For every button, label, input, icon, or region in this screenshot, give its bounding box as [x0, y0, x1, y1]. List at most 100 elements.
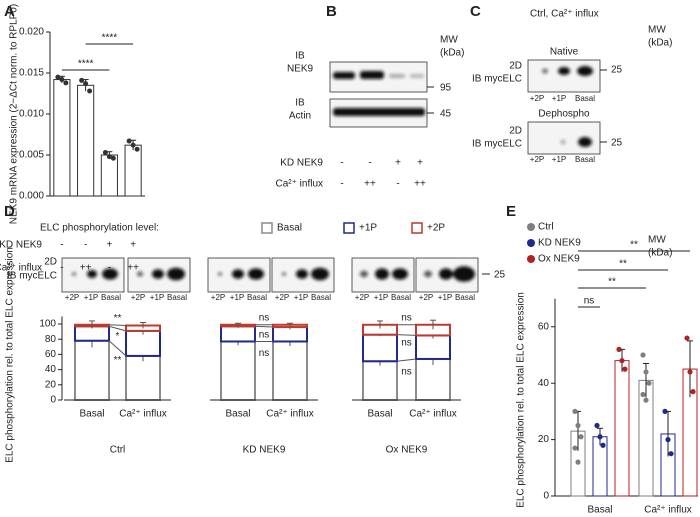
- spot: [392, 268, 408, 280]
- blot-spots: [282, 267, 329, 281]
- x-tick-label: Basal: [587, 505, 612, 516]
- group-label: Ox NEK9: [386, 445, 428, 456]
- probe-label: NEK9: [287, 64, 314, 75]
- significance: **: [114, 355, 122, 366]
- x-tick-label: Ca²⁺ influx: [644, 505, 692, 516]
- legend-title: ELC phosphorylation level:: [40, 223, 159, 234]
- blot-spots: [360, 268, 408, 280]
- blot-spots: [137, 267, 185, 281]
- spot: [232, 269, 244, 279]
- probe-label: IB mycELC: [472, 139, 522, 150]
- significance: ns: [259, 348, 270, 359]
- legend-swatch: [411, 222, 423, 234]
- probe-label: 2D: [44, 257, 57, 268]
- significance: **: [114, 313, 122, 324]
- bar: [77, 84, 95, 197]
- lane-label: +1P: [294, 293, 308, 302]
- x-tick-label: Ca²⁺ influx: [119, 409, 167, 420]
- data-point: [662, 408, 668, 414]
- connector: [108, 324, 127, 327]
- panel-letter: A: [4, 3, 15, 20]
- condition-label: Dephospho: [538, 109, 590, 120]
- data-point: [594, 422, 600, 429]
- lane-label: +1P: [438, 293, 452, 302]
- legend-marker: [527, 223, 535, 231]
- panel-title: Ctrl, Ca²⁺ influx: [530, 9, 599, 20]
- spot: [282, 272, 286, 276]
- panel-letter: D: [4, 203, 15, 220]
- data-point: [83, 81, 89, 87]
- y-tick-label: 100: [39, 319, 56, 330]
- legend-label: +1P: [359, 223, 377, 234]
- marker-label: 25: [494, 270, 506, 281]
- legend-swatch: [343, 222, 355, 234]
- lane-label: +1P: [552, 94, 566, 103]
- data-point: [690, 389, 696, 395]
- marker-label: 95: [440, 83, 452, 94]
- row-value: -: [396, 179, 399, 190]
- data-point: [640, 391, 646, 398]
- data-point: [79, 77, 85, 83]
- mw-label: (kDa): [440, 48, 464, 59]
- significance: ****: [102, 33, 118, 44]
- significance: ****: [78, 59, 94, 70]
- significance: ns: [401, 367, 412, 378]
- lane-label: Basal: [455, 293, 475, 302]
- data-point: [668, 451, 674, 457]
- data-point: [126, 138, 132, 144]
- row-value: -: [340, 179, 343, 190]
- row-value: +: [417, 158, 423, 169]
- lane-label: +2P: [530, 94, 544, 103]
- row-label: Ca²⁺ influx: [0, 263, 42, 274]
- spot: [375, 268, 389, 280]
- bar-segment: [125, 329, 161, 357]
- y-tick-label: 0.015: [19, 68, 44, 79]
- group-label: KD NEK9: [243, 445, 286, 456]
- connector: [396, 334, 417, 336]
- x-tick-label: Basal: [79, 409, 104, 420]
- spot: [424, 270, 432, 278]
- data-point: [646, 380, 652, 386]
- mw-label: MW: [648, 235, 666, 246]
- row-value: ++: [364, 179, 376, 190]
- lane-label: +1P: [150, 293, 164, 302]
- data-point: [575, 459, 581, 465]
- y-tick-label: 40: [538, 378, 550, 389]
- probe-label: 2D: [509, 61, 522, 72]
- marker-label: 45: [440, 109, 452, 120]
- probe-label: IB mycELC: [7, 271, 57, 282]
- legend-label: +2P: [427, 223, 445, 234]
- significance: **: [619, 259, 627, 270]
- spot: [218, 272, 222, 276]
- significance: ns: [584, 296, 595, 307]
- y-tick-label: 0: [50, 395, 56, 406]
- legend-label: Basal: [277, 223, 302, 234]
- data-point: [619, 358, 625, 364]
- bar-segment: [125, 354, 161, 402]
- lane-label: +1P: [84, 293, 98, 302]
- bar: [100, 154, 118, 197]
- significance: ns: [259, 329, 270, 340]
- row-value: ++: [127, 263, 139, 274]
- blot: [527, 59, 601, 93]
- condition-label: Native: [550, 47, 579, 58]
- y-tick-label: 60: [538, 321, 550, 332]
- row-value: +: [130, 240, 136, 251]
- data-point: [622, 366, 628, 372]
- data-point: [665, 437, 671, 443]
- y-tick-label: 0: [543, 491, 549, 502]
- probe-label: IB mycELC: [472, 74, 522, 85]
- lane-label: Basal: [575, 94, 595, 103]
- lane-label: +2P: [211, 293, 225, 302]
- panel-letter: C: [470, 3, 481, 20]
- data-point: [572, 445, 578, 451]
- data-point: [130, 142, 136, 148]
- bar: [614, 360, 630, 497]
- data-point: [55, 74, 61, 80]
- legend-label: Ctrl: [538, 222, 554, 233]
- mw-label: (kDa): [648, 38, 672, 49]
- spot: [311, 267, 329, 281]
- data-point: [575, 422, 581, 429]
- y-tick-label: 0.010: [19, 109, 44, 120]
- mw-label: MW: [440, 35, 458, 46]
